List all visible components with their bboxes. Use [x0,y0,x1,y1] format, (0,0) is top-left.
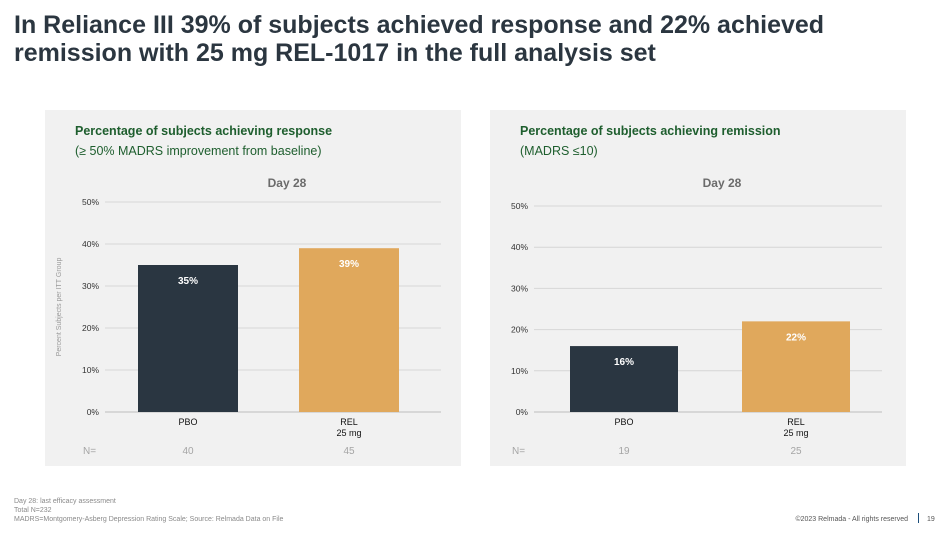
footnote-assessment: Day 28: last efficacy assessment [14,498,116,505]
response-chart-panel: Percentage of subjects achieving respons… [45,110,461,466]
y-tick-label: 10% [511,366,528,376]
y-tick-label: 50% [82,197,99,207]
n-label: N= [512,446,525,457]
y-tick-label: 50% [511,201,528,211]
n-value: 45 [343,446,355,457]
n-value: 25 [790,446,802,457]
remission-panel-title: Percentage of subjects achieving remissi… [520,124,781,138]
remission-bar-chart: Day 28 0% 10% 20% 30% 40% 50% 16% PBO 19 22% REL25 … [511,176,882,457]
bar-rel [742,321,850,412]
bar-data-label: 39% [339,259,359,270]
bar-data-label: 35% [178,276,198,287]
x-category-label: PBO [178,417,197,427]
y-tick-label: 20% [511,325,528,335]
x-category-label: 25 mg [783,428,808,438]
page-separator [918,513,919,523]
y-tick-label: 30% [82,281,99,291]
bar-pbo [570,346,678,412]
y-tick-label: 40% [511,242,528,252]
footnote-total-n: Total N=232 [14,507,52,514]
y-tick-label: 10% [82,365,99,375]
footnote-source: MADRS=Montgomery-Asberg Depression Ratin… [14,516,284,523]
bar-pbo [138,265,238,412]
y-tick-label: 40% [82,239,99,249]
page-number: 19 [927,516,935,523]
slide-title: In Reliance III 39% of subjects achieved… [14,11,825,67]
chart-title: Day 28 [268,176,307,190]
y-axis-label: Percent Subjects per ITT Group [56,258,63,357]
remission-panel-subtitle: (MADRS ≤10) [520,144,598,158]
remission-chart-panel: Percentage of subjects achieving remissi… [490,110,906,466]
y-tick-label: 20% [82,323,99,333]
n-label: N= [83,446,96,457]
bar-rel [299,248,399,412]
bar-data-label: 22% [786,332,806,343]
copyright: ©2023 Relmada - All rights reserved [795,516,908,523]
y-tick-label: 0% [516,407,529,417]
bar-data-label: 16% [614,357,634,368]
x-category-label: 25 mg [336,428,361,438]
response-bar-chart: Day 28 0% 10% 20% 30% 40% 50% Percent Subjects … [56,176,441,457]
n-value: 19 [618,446,630,457]
x-category-label: REL [787,417,805,427]
y-tick-label: 30% [511,283,528,293]
response-panel-subtitle: (≥ 50% MADRS improvement from baseline) [75,144,322,158]
y-tick-label: 0% [87,407,100,417]
x-category-label: PBO [614,417,633,427]
chart-title: Day 28 [703,176,742,190]
x-category-label: REL [340,417,358,427]
response-panel-title: Percentage of subjects achieving respons… [75,124,333,138]
n-value: 40 [182,446,194,457]
